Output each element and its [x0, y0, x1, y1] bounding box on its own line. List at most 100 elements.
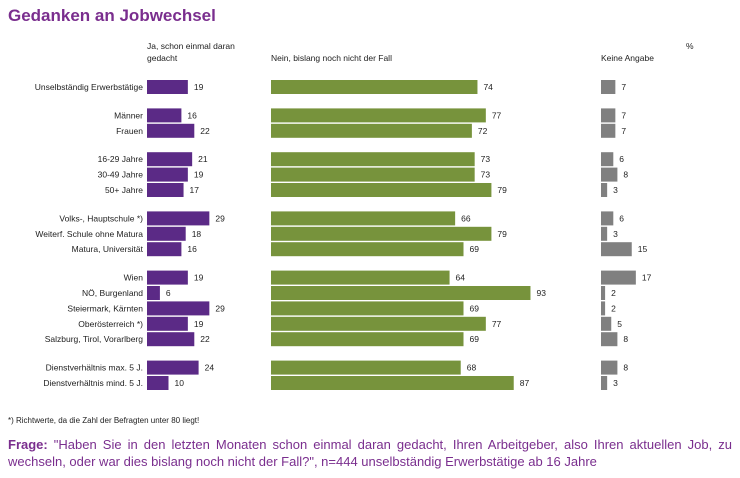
question-text: Frage: "Haben Sie in den letzten Monaten… [8, 436, 732, 470]
data-label: 19 [194, 273, 204, 283]
data-label: 68 [467, 363, 477, 373]
bar-keine-angabe [601, 211, 614, 226]
data-label: 29 [215, 213, 225, 223]
data-label: 17 [190, 185, 200, 195]
bar-nein [271, 167, 475, 182]
bar-nein [271, 270, 450, 285]
data-label: 87 [520, 378, 530, 388]
question-prefix: Frage: [8, 437, 48, 452]
bar-ja [147, 152, 193, 167]
data-label: 69 [470, 244, 480, 254]
data-label: 15 [638, 244, 648, 254]
bar-nein [271, 301, 464, 316]
bar-nein [271, 226, 492, 241]
bar-ja [147, 332, 195, 347]
bar-ja [147, 123, 195, 138]
category-label: Männer [114, 110, 143, 120]
data-label: 8 [623, 334, 628, 344]
bar-ja [147, 270, 188, 285]
data-label: 16 [187, 110, 197, 120]
bar-ja [147, 226, 186, 241]
header-unit: % [686, 41, 694, 51]
footnote: *) Richtwerte, da die Zahl der Befragten… [8, 416, 200, 425]
bar-keine-angabe [601, 270, 636, 285]
data-label: 5 [617, 319, 622, 329]
data-label: 3 [613, 185, 618, 195]
category-label: Salzburg, Tirol, Vorarlberg [45, 334, 144, 344]
bar-ja [147, 242, 182, 257]
data-label: 6 [619, 213, 624, 223]
data-label: 8 [623, 363, 628, 373]
category-label: 30-49 Jahre [98, 170, 144, 180]
data-label: 24 [205, 363, 215, 373]
category-label: 50+ Jahre [105, 185, 143, 195]
bar-nein [271, 332, 464, 347]
data-label: 17 [642, 273, 652, 283]
bar-nein [271, 360, 461, 375]
question-body: "Haben Sie in den letzten Monaten schon … [8, 437, 732, 469]
data-label: 3 [613, 229, 618, 239]
data-label: 77 [492, 319, 502, 329]
data-label: 16 [187, 244, 197, 254]
bar-ja [147, 360, 199, 375]
data-label: 10 [175, 378, 185, 388]
data-label: 7 [621, 126, 626, 136]
header-nein: Nein, bislang noch nicht der Fall [271, 53, 392, 63]
data-label: 19 [194, 319, 204, 329]
data-label: 3 [613, 378, 618, 388]
bar-ja [147, 108, 182, 123]
bar-keine-angabe [601, 226, 608, 241]
bar-nein [271, 108, 486, 123]
chart-title: Gedanken an Jobwechsel [8, 6, 216, 25]
category-label: Volks-, Hauptschule *) [59, 213, 143, 223]
data-label: 77 [492, 110, 502, 120]
data-label: 69 [470, 334, 480, 344]
data-label: 18 [192, 229, 202, 239]
data-label: 7 [621, 110, 626, 120]
data-label: 72 [478, 126, 488, 136]
data-label: 79 [497, 229, 507, 239]
data-label: 79 [497, 185, 507, 195]
bar-ja [147, 316, 188, 331]
data-label: 8 [623, 170, 628, 180]
bar-ja [147, 301, 210, 316]
data-label: 6 [166, 288, 171, 298]
bar-nein [271, 242, 464, 257]
bar-ja [147, 211, 210, 226]
bar-ja [147, 80, 188, 94]
data-label: 19 [194, 170, 204, 180]
bar-keine-angabe [601, 167, 618, 182]
data-label: 66 [461, 213, 471, 223]
category-label: Unselbständig Erwerbstätige [35, 82, 143, 92]
header-keine-angabe: Keine Angabe [601, 53, 654, 63]
data-label: 21 [198, 154, 208, 164]
bar-nein [271, 376, 514, 390]
data-label: 22 [200, 126, 210, 136]
data-label: 19 [194, 82, 204, 92]
bar-nein [271, 80, 478, 94]
category-label: Weiterf. Schule ohne Matura [35, 229, 143, 239]
bar-keine-angabe [601, 242, 632, 257]
bar-chart: Unselbständig Erwerbstätige 19 74 7 Männer 16… [35, 80, 652, 390]
data-label: 22 [200, 334, 210, 344]
category-label: Wien [124, 273, 144, 283]
category-label: Dienstverhältnis mind. 5 J. [43, 378, 143, 388]
bar-keine-angabe [601, 123, 616, 138]
data-label: 73 [481, 154, 491, 164]
bar-nein [271, 152, 475, 167]
bar-keine-angabe [601, 80, 616, 94]
category-label: Dienstverhältnis max. 5 J. [46, 363, 143, 373]
bar-nein [271, 211, 456, 226]
bar-keine-angabe [601, 360, 618, 375]
category-label: Matura, Universität [72, 244, 144, 254]
bar-keine-angabe [601, 376, 608, 390]
data-label: 64 [456, 273, 466, 283]
bar-nein [271, 316, 486, 331]
data-label: 6 [619, 154, 624, 164]
data-label: 7 [621, 82, 626, 92]
data-label: 2 [611, 303, 616, 313]
header-ja: Ja, schon einmal daran gedacht [147, 41, 235, 63]
bar-nein [271, 286, 531, 300]
bar-keine-angabe [601, 183, 608, 197]
bar-keine-angabe [601, 152, 614, 167]
